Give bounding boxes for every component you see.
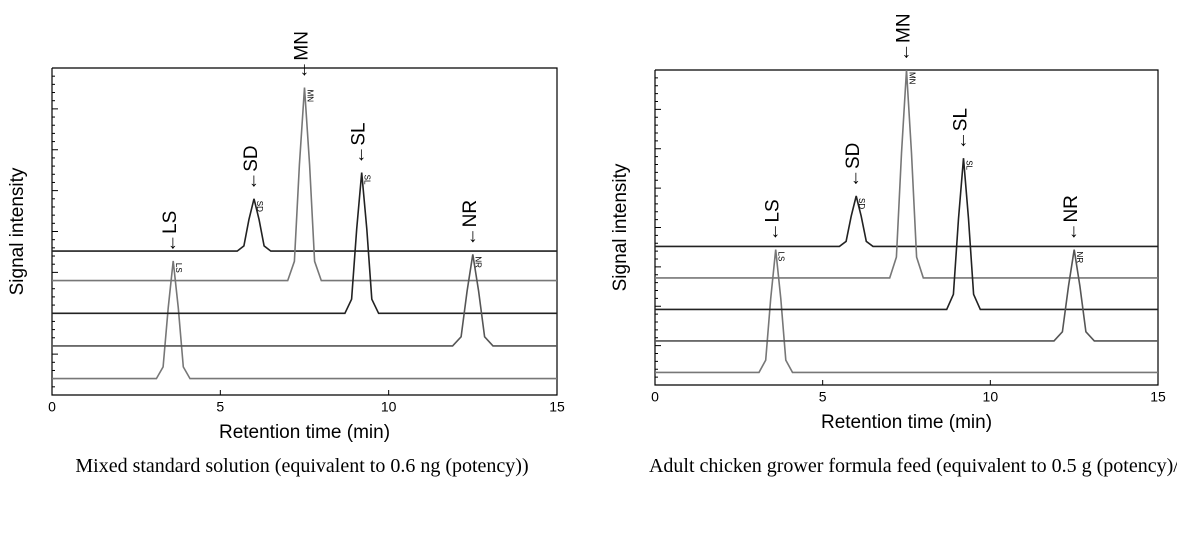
x-tick-label: 5 [216,399,224,415]
peak-annotation: ←LS [160,211,181,253]
peak-annotation: ←SL [349,122,370,164]
x-tick-label: 10 [983,389,999,405]
x-tick-label: 15 [1150,389,1166,405]
x-axis-label: Retention time (min) [219,422,390,443]
peak-name: SL [964,160,973,170]
peak-annotation: ←NR [460,200,481,246]
trace [655,158,1158,311]
trace [655,249,1158,342]
y-axis-label: Signal intensity [610,163,631,291]
peak-name: MN [305,90,314,103]
peak-name: SL [363,175,372,185]
peak-name: SD [255,201,264,212]
peak-name: NR [1075,252,1084,264]
trace [655,69,1158,279]
x-tick-label: 0 [48,399,56,415]
trace [52,87,557,282]
x-tick-label: 15 [549,399,565,415]
axis-frame [654,69,1159,386]
trace [52,172,557,315]
peak-annotation: ←SD [241,145,262,190]
trace [655,249,1158,374]
peak-name: LS [777,252,786,262]
trace [52,260,557,380]
caption: Adult chicken grower formula feed (equiv… [648,455,1177,477]
peak-annotation: ←SD [843,143,864,188]
x-tick-label: 10 [381,399,397,415]
peak-annotation: ←LS [763,199,784,241]
trace [655,195,1158,248]
peak-annotation: ←MN [894,13,915,62]
peak-annotation: ←MN [292,31,313,80]
peak-name: LS [174,263,183,273]
peak-name: MN [907,72,916,85]
x-tick-label: 5 [819,389,827,405]
peak-annotation: ←NR [1061,195,1082,241]
caption: Mixed standard solution (equivalent to 0… [75,455,529,477]
peak-name: SD [857,198,866,209]
x-axis-label: Retention time (min) [821,412,992,433]
trace [52,198,557,252]
trace [52,254,557,347]
peak-name: NR [474,256,483,268]
x-tick-label: 0 [651,389,659,405]
y-axis-label: Signal intensity [7,167,28,295]
peak-annotation: ←SL [951,108,972,150]
